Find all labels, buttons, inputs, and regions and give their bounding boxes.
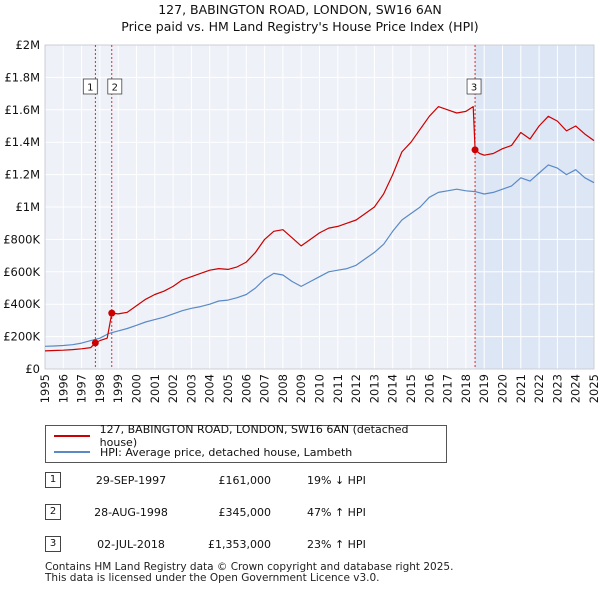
x-tick-label: 2023	[550, 374, 564, 403]
x-tick-label: 2013	[367, 374, 381, 403]
sale-price: £1,353,000	[208, 538, 271, 551]
x-tick-label: 1997	[75, 374, 89, 403]
x-tick-label: 2004	[203, 374, 217, 403]
x-tick-label: 2007	[258, 374, 272, 403]
sale-price: £161,000	[218, 474, 272, 487]
sale-point	[108, 309, 116, 317]
sale-date: 29-SEP-1997	[95, 474, 167, 487]
x-tick-label: 1999	[111, 374, 125, 403]
x-tick-label: 2018	[459, 374, 473, 403]
series-line-property	[44, 106, 595, 352]
sale-marker-box	[466, 78, 482, 95]
legend-item-property: 127, BABINGTON ROAD, LONDON, SW16 6AN (d…	[54, 423, 446, 449]
x-tick-label: 1996	[56, 374, 70, 403]
legend-swatch-hpi	[54, 451, 90, 453]
sale-price: £345,000	[218, 506, 272, 519]
price-chart: £0 £200K £400K £600K £800K £1M £1.2M £1.4M £1.6M…	[3, 38, 600, 403]
x-tick-label: 2022	[532, 374, 546, 403]
chart-area: 127, BABINGTON ROAD, LONDON, SW16 6AN Pr…	[3, 2, 600, 403]
x-tick-label: 2014	[386, 374, 400, 403]
sale-marker-label: 3	[471, 83, 477, 94]
footer: Contains HM Land Registry data © Crown c…	[45, 562, 595, 584]
x-tick-label: 2024	[569, 374, 583, 403]
x-tick-label: 2016	[422, 374, 436, 403]
sale-point	[91, 339, 99, 347]
sale-marker-box	[107, 78, 123, 95]
sale-hpi-delta: 23% ↑ HPI	[307, 538, 366, 551]
x-tick-label: 2011	[331, 374, 345, 403]
legend-label-property: 127, BABINGTON ROAD, LONDON, SW16 6AN (d…	[99, 423, 409, 449]
x-tick-label: 2008	[276, 374, 290, 403]
x-tick-label: 2009	[294, 374, 308, 403]
series-line-hpi	[44, 164, 595, 347]
x-tick-label: 2003	[184, 374, 198, 403]
y-tick-label: £1M	[15, 200, 40, 214]
chart-subtitle: Price paid vs. HM Land Registry's House …	[121, 19, 479, 34]
x-tick-label: 2025	[587, 374, 600, 403]
x-tick-label: 2002	[166, 374, 180, 403]
x-tick-label: 2006	[239, 374, 253, 403]
x-tick-label: 2001	[148, 374, 162, 403]
y-tick-label: £1.2M	[4, 168, 40, 182]
sale-number-badge: 1	[45, 472, 61, 488]
sale-marker-label: 1	[87, 83, 93, 94]
legend-swatch-property	[54, 435, 90, 437]
legend-label-hpi: HPI: Average price, detached house, Lamb…	[100, 445, 353, 459]
sale-marker-box	[82, 78, 98, 95]
sale-date: 28-AUG-1998	[94, 506, 168, 519]
plot-frame	[44, 44, 595, 370]
legend-item-hpi: HPI: Average price, detached house, Lamb…	[54, 444, 352, 460]
sale-point	[471, 146, 479, 154]
x-tick-label: 2021	[514, 374, 528, 403]
y-tick-label: £0	[25, 362, 40, 376]
sale-row: 1 29-SEP-1997 £161,000 19% ↓ HPI	[45, 472, 445, 492]
sale-date: 02-JUL-2018	[97, 538, 165, 551]
footer-licence: This data is licensed under the Open Gov…	[45, 572, 380, 584]
sale-row: 2 28-AUG-1998 £345,000 47% ↑ HPI	[45, 504, 445, 524]
y-tick-label: £2M	[15, 38, 40, 52]
y-tick-label: £400K	[3, 297, 40, 311]
x-tick-label: 2000	[130, 374, 144, 403]
y-tick-label: £600K	[3, 265, 40, 279]
footer-copyright: Contains HM Land Registry data © Crown c…	[45, 561, 454, 573]
sale-hpi-delta: 47% ↑ HPI	[307, 506, 366, 519]
x-tick-label: 2019	[477, 374, 491, 403]
x-tick-label: 2017	[441, 374, 455, 403]
x-tick-label: 2015	[404, 374, 418, 403]
x-tick-label: 1998	[93, 374, 107, 403]
y-tick-label: £1.4M	[4, 135, 40, 149]
x-tick-label: 1995	[38, 374, 52, 403]
sale-number-badge: 2	[45, 504, 61, 520]
x-tick-label: 2012	[349, 374, 363, 403]
y-tick-label: £200K	[3, 330, 40, 344]
x-tick-label: 2020	[496, 374, 510, 403]
y-tick-label: £1.6M	[4, 103, 40, 117]
sale-row: 3 02-JUL-2018 £1,353,000 23% ↑ HPI	[45, 536, 445, 556]
legend: 127, BABINGTON ROAD, LONDON, SW16 6AN (d…	[45, 423, 447, 463]
sale-hpi-delta: 19% ↓ HPI	[307, 474, 366, 487]
x-tick-label: 2010	[313, 374, 327, 403]
y-tick-label: £800K	[3, 232, 40, 246]
y-tick-label: £1.8M	[4, 70, 40, 84]
sale-number-badge: 3	[45, 536, 61, 552]
x-tick-label: 2005	[221, 374, 235, 403]
chart-title: 127, BABINGTON ROAD, LONDON, SW16 6AN	[158, 2, 442, 17]
sale-marker-label: 2	[112, 83, 118, 94]
